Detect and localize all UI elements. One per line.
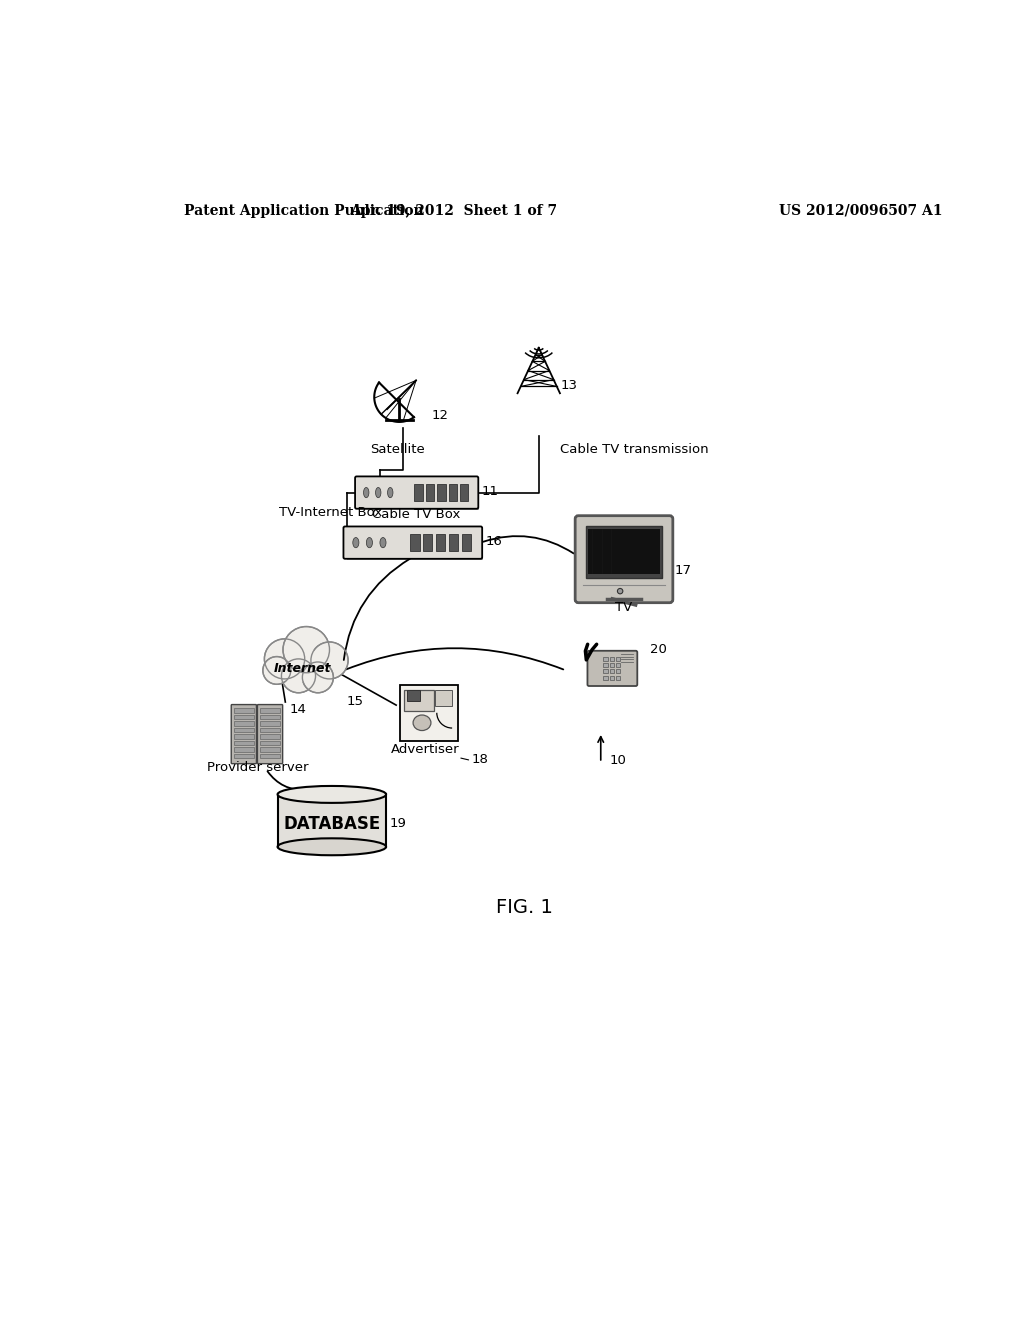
Ellipse shape <box>387 487 393 498</box>
Text: Internet: Internet <box>273 661 331 675</box>
FancyBboxPatch shape <box>231 705 256 764</box>
Bar <box>260 734 280 739</box>
Circle shape <box>281 656 308 684</box>
Bar <box>603 676 608 680</box>
Text: US 2012/0096507 A1: US 2012/0096507 A1 <box>779 203 942 218</box>
Text: 18: 18 <box>471 752 488 766</box>
Text: Apr. 19, 2012  Sheet 1 of 7: Apr. 19, 2012 Sheet 1 of 7 <box>350 203 557 218</box>
Bar <box>403 689 434 710</box>
Text: 14: 14 <box>289 702 306 715</box>
Bar <box>234 741 254 746</box>
Bar <box>616 676 621 680</box>
Circle shape <box>289 647 321 678</box>
Bar <box>347 531 483 560</box>
Bar <box>234 747 254 752</box>
Text: 15: 15 <box>346 696 364 708</box>
Bar <box>449 484 457 502</box>
Bar <box>460 484 468 502</box>
Bar <box>609 657 614 661</box>
Bar <box>234 709 254 713</box>
FancyBboxPatch shape <box>257 705 283 764</box>
Bar <box>436 533 445 552</box>
Bar <box>609 663 614 667</box>
Bar <box>359 480 479 510</box>
Ellipse shape <box>376 487 381 498</box>
Bar <box>234 754 254 759</box>
Circle shape <box>264 639 305 678</box>
Text: Satellite: Satellite <box>371 442 425 455</box>
Ellipse shape <box>278 785 386 803</box>
Text: TV: TV <box>615 601 633 614</box>
Ellipse shape <box>367 537 373 548</box>
Bar <box>435 689 453 706</box>
Bar <box>609 669 614 673</box>
Bar <box>234 727 254 733</box>
Bar <box>260 721 280 726</box>
Text: Advertiser: Advertiser <box>390 743 459 756</box>
Bar <box>415 484 423 502</box>
Bar <box>260 709 280 713</box>
Bar <box>260 741 280 746</box>
Ellipse shape <box>364 487 369 498</box>
Text: 16: 16 <box>485 535 502 548</box>
Text: TV-Internet Box: TV-Internet Box <box>280 507 382 520</box>
Circle shape <box>311 642 348 678</box>
Text: Cable TV transmission: Cable TV transmission <box>560 444 709 457</box>
FancyBboxPatch shape <box>588 651 637 686</box>
Text: Cable TV Box: Cable TV Box <box>372 508 461 521</box>
Text: 10: 10 <box>610 755 627 767</box>
Bar <box>260 747 280 752</box>
Text: 20: 20 <box>649 643 667 656</box>
FancyBboxPatch shape <box>575 516 673 603</box>
Circle shape <box>302 663 334 693</box>
Bar <box>234 721 254 726</box>
Text: 13: 13 <box>560 379 578 392</box>
Circle shape <box>282 659 315 693</box>
Text: Patent Application Publication: Patent Application Publication <box>183 203 424 218</box>
Text: 12: 12 <box>432 409 449 421</box>
Bar <box>426 484 434 502</box>
Text: DATABASE: DATABASE <box>284 816 381 833</box>
Text: 11: 11 <box>481 484 499 498</box>
Circle shape <box>283 627 330 673</box>
Circle shape <box>263 656 291 684</box>
Ellipse shape <box>380 537 386 548</box>
Ellipse shape <box>353 537 358 548</box>
Bar <box>234 715 254 719</box>
FancyBboxPatch shape <box>343 527 482 558</box>
Circle shape <box>301 657 328 684</box>
FancyBboxPatch shape <box>355 477 478 508</box>
Bar <box>609 676 614 680</box>
Bar <box>423 533 432 552</box>
Text: Provider server: Provider server <box>208 762 309 775</box>
Bar <box>616 669 621 673</box>
Bar <box>449 533 459 552</box>
Bar <box>260 727 280 733</box>
Bar <box>462 533 471 552</box>
Bar <box>278 795 386 847</box>
Text: 17: 17 <box>675 564 691 577</box>
Text: FIG. 1: FIG. 1 <box>497 898 553 917</box>
Bar <box>260 754 280 759</box>
Bar <box>399 685 458 741</box>
Bar <box>616 663 621 667</box>
Bar <box>589 529 659 574</box>
Bar <box>586 527 662 578</box>
Ellipse shape <box>413 715 431 730</box>
Bar <box>437 484 445 502</box>
Bar <box>603 663 608 667</box>
Bar <box>408 689 420 701</box>
Ellipse shape <box>617 589 623 594</box>
Bar <box>260 715 280 719</box>
Bar <box>603 669 608 673</box>
Bar <box>616 657 621 661</box>
Text: 19: 19 <box>390 817 407 830</box>
Bar <box>410 533 420 552</box>
Bar <box>234 734 254 739</box>
Ellipse shape <box>278 838 386 855</box>
Bar <box>603 657 608 661</box>
